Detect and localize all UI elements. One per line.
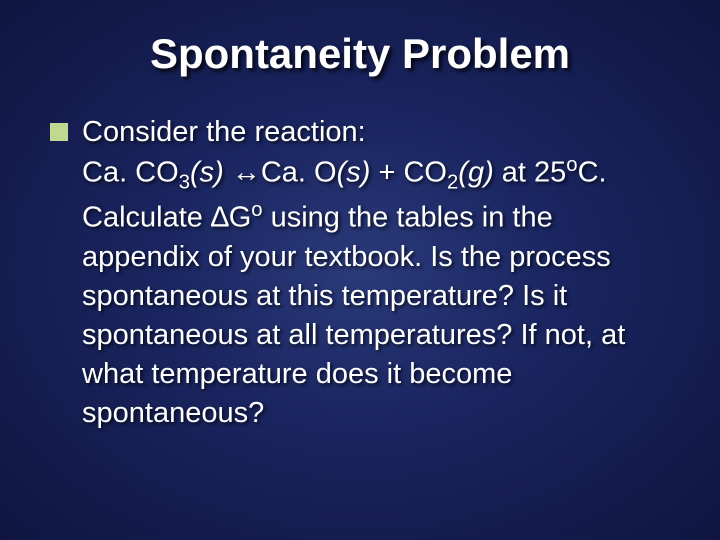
eq-state-s1: (s) (190, 157, 224, 189)
slide-container: Spontaneity Problem Consider the reactio… (0, 0, 720, 540)
eq-cao: Ca. O (261, 157, 337, 189)
eq-plus-co: + CO (370, 157, 447, 189)
eq-sub-3: 3 (179, 172, 190, 194)
body-text: Consider the reaction: Ca. CO3(s) ↔Ca. O… (82, 113, 670, 433)
eq-state-s2: (s) (337, 157, 371, 189)
eq-state-g: (g) (458, 157, 493, 189)
bullet-icon (50, 123, 68, 141)
eq-sub-2: 2 (447, 172, 458, 194)
line-consider: Consider the reaction: (82, 116, 366, 148)
eq-caco: Ca. CO (82, 157, 179, 189)
eq-arrow: ↔ (224, 157, 261, 189)
eq-deg-o: o (566, 154, 577, 176)
slide-title: Spontaneity Problem (50, 30, 670, 78)
dg-sup-o: o (251, 199, 262, 221)
eq-c: C. (578, 157, 607, 189)
rest-text: using the tables in the appendix of your… (82, 202, 625, 430)
bullet-row: Consider the reaction: Ca. CO3(s) ↔Ca. O… (50, 113, 670, 433)
eq-at-25: at 25 (494, 157, 567, 189)
calc-dg: Calculate ∆G (82, 202, 251, 234)
